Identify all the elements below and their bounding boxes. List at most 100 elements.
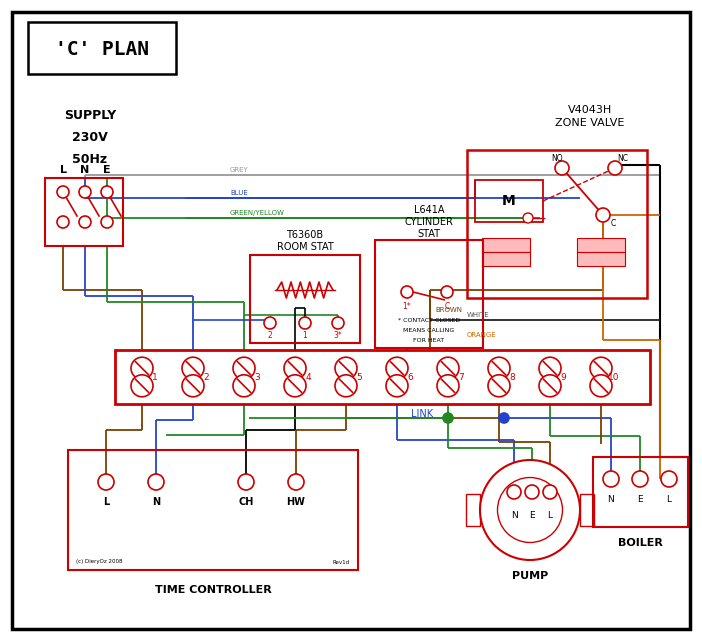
- Text: NO: NO: [551, 153, 563, 163]
- Circle shape: [498, 478, 562, 542]
- Circle shape: [499, 413, 509, 423]
- Circle shape: [539, 375, 561, 397]
- Circle shape: [57, 186, 69, 198]
- Text: GREY: GREY: [230, 167, 249, 173]
- Text: V4043H: V4043H: [568, 105, 612, 115]
- Circle shape: [79, 186, 91, 198]
- Circle shape: [332, 317, 344, 329]
- Text: N: N: [80, 165, 90, 175]
- Text: CYLINDER: CYLINDER: [404, 217, 453, 227]
- Circle shape: [238, 474, 254, 490]
- Text: BOILER: BOILER: [618, 538, 663, 548]
- Bar: [577, 238, 625, 266]
- Text: 3: 3: [254, 372, 260, 381]
- Text: N: N: [152, 497, 160, 507]
- Text: E: E: [103, 165, 111, 175]
- Circle shape: [233, 375, 255, 397]
- Circle shape: [299, 317, 311, 329]
- Text: 1: 1: [152, 372, 158, 381]
- Circle shape: [437, 357, 459, 379]
- Text: T6360B: T6360B: [286, 230, 324, 240]
- Circle shape: [131, 375, 153, 397]
- Text: TIME CONTROLLER: TIME CONTROLLER: [154, 585, 272, 595]
- Circle shape: [590, 357, 612, 379]
- Text: 1: 1: [303, 331, 307, 340]
- Circle shape: [608, 161, 622, 175]
- Circle shape: [523, 213, 533, 223]
- Bar: [577, 252, 625, 266]
- Circle shape: [131, 357, 153, 379]
- Text: 5: 5: [356, 372, 362, 381]
- Text: N: N: [510, 510, 517, 519]
- Circle shape: [101, 186, 113, 198]
- Circle shape: [335, 375, 357, 397]
- Circle shape: [233, 357, 255, 379]
- Circle shape: [101, 216, 113, 228]
- Bar: [28, 22, 176, 74]
- Text: PUMP: PUMP: [512, 571, 548, 581]
- Text: M: M: [502, 194, 516, 208]
- Circle shape: [488, 375, 510, 397]
- Text: L641A: L641A: [413, 205, 444, 215]
- Bar: [467, 150, 647, 298]
- Circle shape: [401, 286, 413, 298]
- Text: 10: 10: [608, 372, 620, 381]
- Circle shape: [539, 357, 561, 379]
- Text: L: L: [60, 165, 67, 175]
- Bar: [375, 240, 483, 348]
- Text: BROWN: BROWN: [435, 307, 462, 313]
- Circle shape: [284, 357, 306, 379]
- Text: HW: HW: [286, 497, 305, 507]
- Circle shape: [182, 375, 204, 397]
- Circle shape: [182, 357, 204, 379]
- Circle shape: [480, 460, 580, 560]
- Text: GREEN/YELLOW: GREEN/YELLOW: [230, 210, 285, 216]
- Bar: [466, 494, 480, 526]
- Text: 6: 6: [407, 372, 413, 381]
- Bar: [482, 238, 530, 252]
- Text: ROOM STAT: ROOM STAT: [277, 242, 333, 252]
- Circle shape: [555, 161, 569, 175]
- Circle shape: [507, 485, 521, 499]
- Text: Rev1d: Rev1d: [333, 560, 350, 565]
- Text: WHITE: WHITE: [467, 312, 490, 318]
- Text: NC: NC: [618, 153, 628, 163]
- Text: CH: CH: [238, 497, 253, 507]
- Text: 4: 4: [305, 372, 311, 381]
- Bar: [45, 178, 123, 246]
- Text: ORANGE: ORANGE: [467, 332, 496, 338]
- Circle shape: [288, 474, 304, 490]
- Text: 7: 7: [458, 372, 464, 381]
- Bar: [115, 350, 650, 404]
- Text: BLUE: BLUE: [230, 190, 248, 196]
- Text: * CONTACT CLOSED: * CONTACT CLOSED: [398, 317, 460, 322]
- Text: 50Hz: 50Hz: [72, 153, 107, 165]
- Circle shape: [596, 208, 610, 222]
- Bar: [475, 180, 543, 222]
- Text: 9: 9: [560, 372, 566, 381]
- Circle shape: [98, 474, 114, 490]
- Circle shape: [441, 286, 453, 298]
- Text: 2: 2: [267, 331, 272, 340]
- Circle shape: [590, 375, 612, 397]
- Text: 1*: 1*: [403, 301, 411, 310]
- Text: 8: 8: [509, 372, 515, 381]
- Text: E: E: [529, 510, 535, 519]
- Circle shape: [632, 471, 648, 487]
- Text: C: C: [610, 219, 616, 228]
- Bar: [593, 457, 688, 527]
- Bar: [482, 238, 530, 266]
- Text: C: C: [444, 301, 449, 310]
- Bar: [577, 238, 625, 252]
- Circle shape: [284, 375, 306, 397]
- Bar: [250, 255, 360, 343]
- Text: ZONE VALVE: ZONE VALVE: [555, 118, 625, 128]
- Text: 'C' PLAN: 'C' PLAN: [55, 40, 149, 58]
- Circle shape: [264, 317, 276, 329]
- Text: L: L: [103, 497, 109, 507]
- Text: STAT: STAT: [418, 229, 440, 239]
- Text: 230V: 230V: [72, 131, 108, 144]
- Text: L: L: [548, 510, 552, 519]
- Bar: [68, 450, 358, 570]
- Circle shape: [79, 216, 91, 228]
